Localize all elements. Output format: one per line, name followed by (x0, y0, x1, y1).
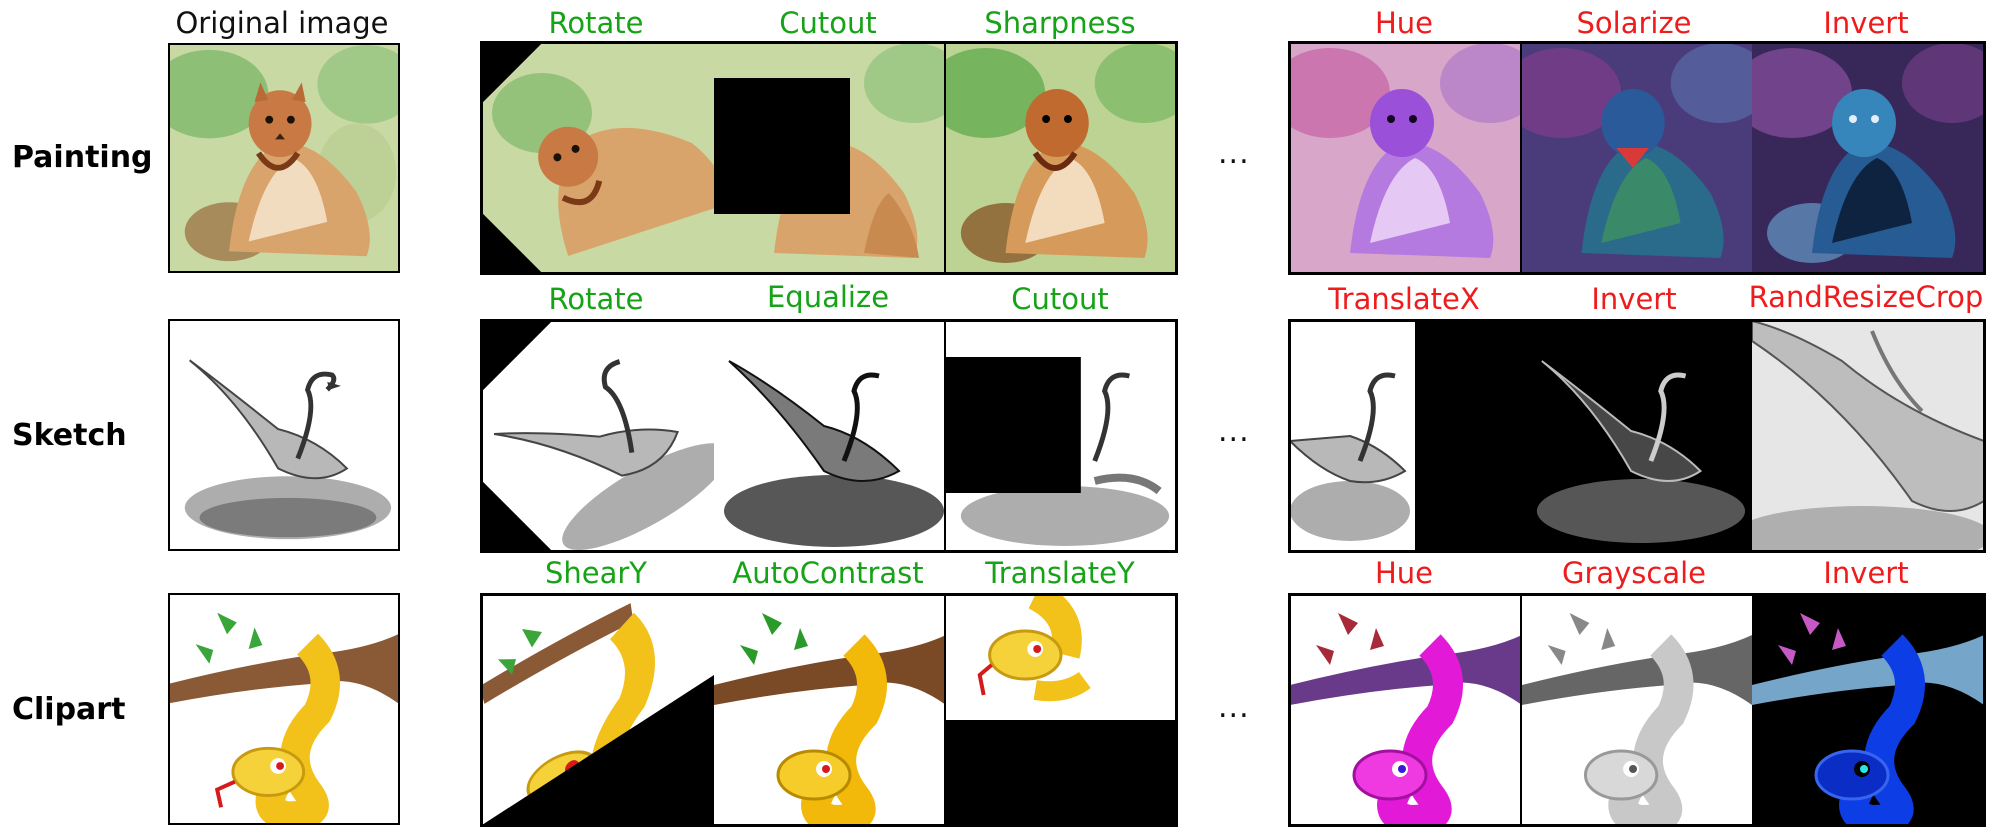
separator (1520, 595, 1522, 825)
aug-sketch-rotate-image (482, 321, 714, 551)
aug-painting-solarize-image (1522, 43, 1752, 273)
ellipsis-painting: ... (1218, 136, 1250, 171)
separator (1520, 43, 1522, 273)
aug-label-clipart-hue: Hue (1374, 556, 1434, 590)
aug-sketch-invert-image (1522, 321, 1752, 551)
aug-label-sketch-rotate: Rotate (548, 282, 644, 316)
aug-painting-invert-image (1752, 43, 1984, 273)
separator (1520, 321, 1522, 551)
aug-clipart-sheary-image (482, 595, 714, 825)
aug-clipart-invert-image (1752, 595, 1984, 825)
aug-label-sketch-cutout: Cutout (1011, 282, 1109, 316)
separator (944, 321, 946, 551)
aug-label-sketch-invert: Invert (1591, 282, 1677, 316)
row-label-sketch: Sketch (12, 418, 127, 453)
aug-label-painting-invert: Invert (1823, 6, 1909, 40)
aug-clipart-grayscale-image (1522, 595, 1752, 825)
aug-label-clipart-sheary: ShearY (544, 556, 648, 590)
original-sketch-image (168, 319, 400, 551)
aug-sketch-randresizecrop-image (1752, 321, 1984, 551)
separator (944, 43, 946, 273)
aug-clipart-hue-image (1290, 595, 1522, 825)
aug-label-painting-rotate: Rotate (548, 6, 644, 40)
aug-clipart-autocontrast-image (714, 595, 946, 825)
aug-label-painting-sharpness: Sharpness (984, 6, 1136, 40)
ellipsis-sketch: ... (1218, 414, 1250, 449)
aug-label-sketch-translatex: TranslateX (1328, 282, 1480, 316)
row-label-painting: Painting (12, 140, 153, 175)
aug-label-painting-solarize: Solarize (1576, 6, 1692, 40)
aug-label-sketch-equalize: Equalize (766, 280, 890, 314)
original-image-header: Original image (175, 6, 389, 40)
separator (944, 595, 946, 825)
ellipsis-clipart: ... (1218, 690, 1250, 725)
aug-clipart-translatey-image (946, 595, 1176, 825)
aug-label-sketch-randresizecrop: RandResizeCrop (1748, 280, 1984, 314)
aug-painting-sharpness-image (946, 43, 1176, 273)
aug-label-clipart-grayscale: Grayscale (1561, 556, 1707, 590)
aug-sketch-cutout-image (946, 321, 1176, 551)
row-label-clipart: Clipart (12, 692, 126, 727)
aug-label-clipart-translatey: TranslateY (985, 556, 1135, 590)
aug-sketch-translatex-image (1290, 321, 1522, 551)
aug-label-clipart-autocontrast: AutoContrast (732, 556, 924, 590)
aug-painting-rotate-image (482, 43, 714, 273)
original-clipart-image (168, 593, 400, 825)
aug-sketch-equalize-image (714, 321, 946, 551)
aug-label-clipart-invert: Invert (1823, 556, 1909, 590)
aug-painting-cutout-image (714, 43, 946, 273)
original-painting-image (168, 43, 400, 273)
aug-label-painting-cutout: Cutout (779, 6, 877, 40)
aug-label-painting-hue: Hue (1374, 6, 1434, 40)
aug-painting-hue-image (1290, 43, 1522, 273)
